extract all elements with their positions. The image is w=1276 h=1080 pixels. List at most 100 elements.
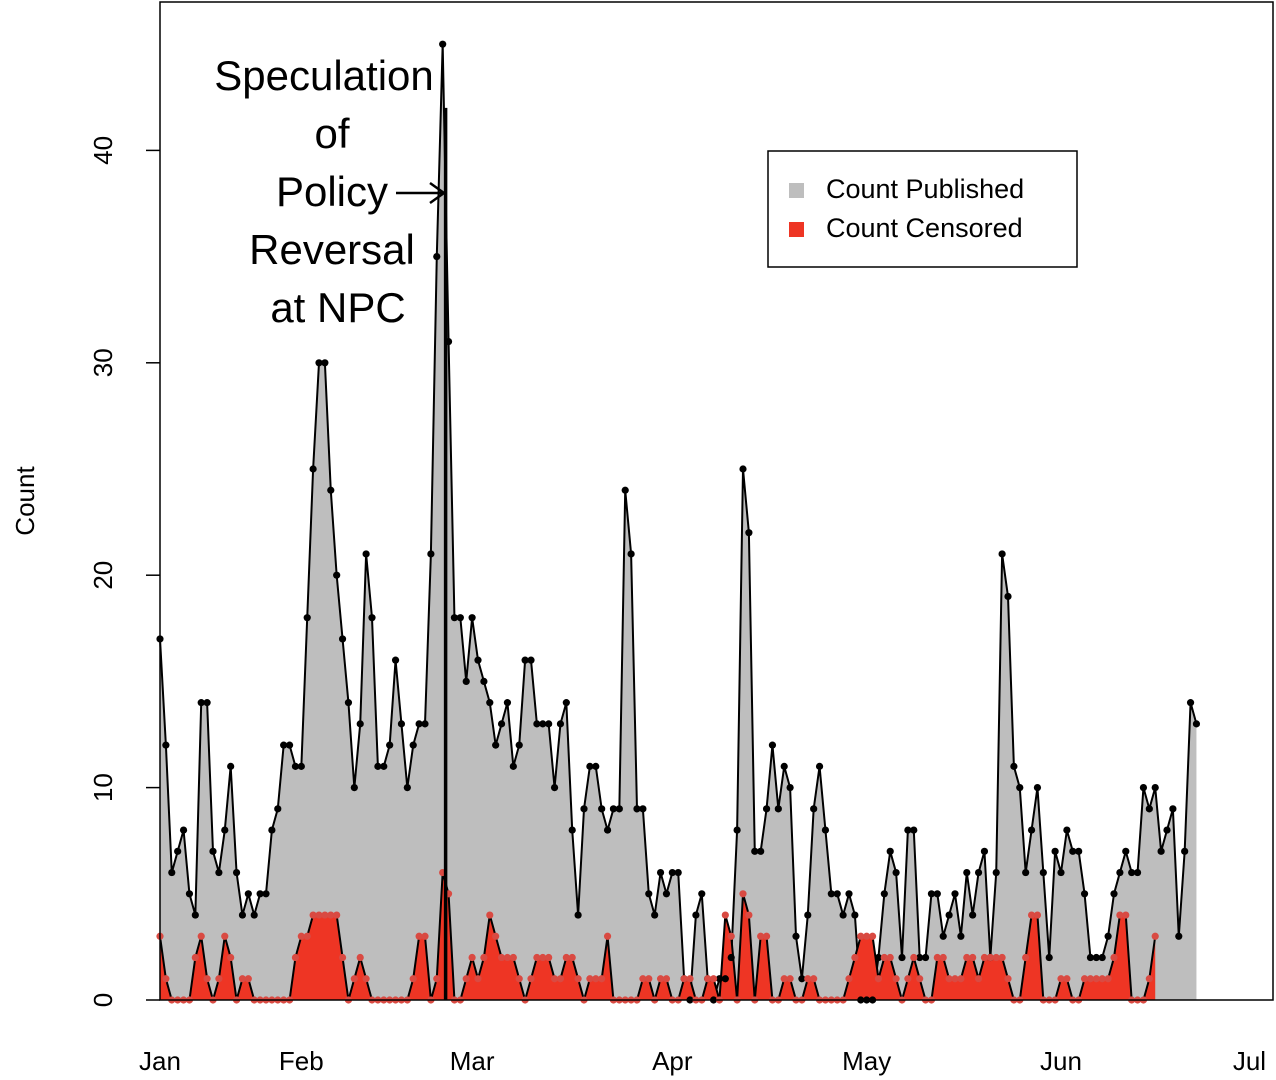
data-point-0-18: [262, 890, 270, 898]
data-point-0-104: [768, 741, 777, 749]
data-point-0-58: [497, 720, 506, 728]
data-point-0-155: [1069, 847, 1077, 855]
data-point-0-145: [1010, 762, 1018, 770]
data-point-1-127: [904, 975, 912, 983]
data-point-1-100: [745, 911, 753, 919]
data-point-1-140: [980, 953, 989, 962]
data-point-0-144: [1004, 592, 1012, 601]
data-point-0-14: [238, 911, 247, 919]
data-point-0-61: [515, 741, 523, 749]
data-point-0-158: [1086, 953, 1095, 962]
data-point-0-28: [321, 359, 329, 367]
data-point-1-11: [221, 932, 229, 940]
data-point-0-107: [786, 784, 794, 792]
data-point-1-69: [562, 953, 570, 962]
data-point-0-81: [633, 805, 641, 813]
x-tick-label: Feb: [279, 1046, 324, 1076]
legend-label: Count Published: [826, 174, 1024, 204]
data-point-1-138: [969, 953, 977, 962]
data-point-1-97: [727, 932, 735, 940]
data-point-0-128: [910, 826, 918, 834]
data-point-0-168: [1145, 805, 1153, 813]
data-point-1-63: [527, 975, 535, 983]
data-point-0-152: [1051, 847, 1059, 855]
data-point-1-8: [203, 975, 211, 983]
data-point-0-57: [492, 741, 500, 749]
data-point-0-96: [721, 975, 729, 983]
data-point-1-15: [244, 975, 252, 983]
data-point-0-27: [315, 359, 323, 367]
data-point-0-43: [409, 741, 417, 749]
data-point-0-62: [521, 656, 529, 664]
data-point-0-157: [1080, 890, 1089, 898]
data-point-0-118: [851, 911, 859, 919]
data-point-0-156: [1075, 847, 1083, 855]
data-point-1-26: [309, 911, 317, 919]
data-point-1-12: [227, 953, 235, 962]
data-point-1-31: [338, 953, 347, 962]
data-point-1-64: [533, 953, 541, 962]
data-point-0-29: [327, 486, 335, 494]
data-point-0-131: [927, 890, 936, 898]
data-point-1-164: [1122, 911, 1130, 919]
data-point-0-129: [916, 953, 924, 962]
data-point-0-103: [762, 805, 771, 813]
data-point-1-70: [568, 953, 576, 962]
data-point-1-54: [474, 975, 482, 983]
data-point-1-71: [574, 975, 582, 983]
data-point-0-20: [274, 805, 282, 813]
data-point-1-161: [1104, 975, 1112, 983]
data-point-0-143: [998, 550, 1006, 558]
data-point-1-90: [686, 975, 694, 983]
data-point-1-23: [291, 953, 300, 962]
data-point-0-71: [574, 911, 582, 919]
data-point-0-13: [232, 868, 241, 877]
data-point-1-125: [892, 975, 900, 983]
data-point-0-55: [480, 677, 488, 686]
data-point-0-40: [391, 656, 400, 664]
data-point-0-59: [503, 699, 512, 707]
data-point-0-66: [545, 720, 553, 728]
data-point-1-10: [215, 975, 223, 983]
data-point-0-153: [1057, 868, 1065, 877]
y-axis-label: Count: [10, 466, 40, 536]
data-point-0-68: [556, 720, 565, 728]
data-point-1-121: [868, 932, 877, 940]
data-point-1-67: [550, 975, 559, 983]
data-point-1-99: [739, 890, 747, 898]
data-point-0-164: [1122, 847, 1130, 855]
event-label-line: at NPC: [270, 284, 405, 331]
data-point-1-7: [197, 932, 205, 940]
event-label-line: Reversal: [249, 226, 415, 273]
data-point-1-158: [1086, 975, 1095, 983]
data-point-0-166: [1133, 868, 1142, 877]
data-point-0-111: [810, 805, 818, 813]
data-point-0-87: [668, 868, 676, 877]
legend-label: Count Censored: [826, 213, 1023, 243]
data-point-0-92: [698, 890, 706, 898]
data-point-0-63: [527, 656, 535, 664]
data-point-0-84: [651, 911, 659, 919]
data-point-1-168: [1145, 975, 1153, 983]
data-point-0-99: [739, 465, 747, 473]
data-point-1-45: [421, 932, 429, 940]
data-point-1-163: [1116, 911, 1124, 919]
data-point-1-93: [704, 975, 712, 983]
data-point-1-136: [957, 975, 965, 983]
data-point-1-120: [863, 932, 871, 940]
data-point-1-159: [1092, 975, 1100, 983]
data-point-0-161: [1104, 932, 1112, 940]
x-tick-label: Jul: [1233, 1046, 1266, 1076]
data-point-0-64: [533, 720, 541, 728]
data-point-0-24: [297, 762, 305, 770]
data-point-0-32: [344, 699, 353, 707]
y-axis: 0 10 20 30 40: [88, 136, 160, 1007]
data-point-0-36: [368, 614, 376, 622]
data-point-0-83: [645, 890, 653, 898]
data-point-0-172: [1169, 805, 1177, 813]
data-point-0-15: [244, 890, 252, 898]
data-point-0-146: [1016, 784, 1024, 792]
data-point-1-129: [916, 975, 924, 983]
data-point-0-137: [963, 868, 971, 877]
data-point-1-65: [539, 953, 547, 962]
